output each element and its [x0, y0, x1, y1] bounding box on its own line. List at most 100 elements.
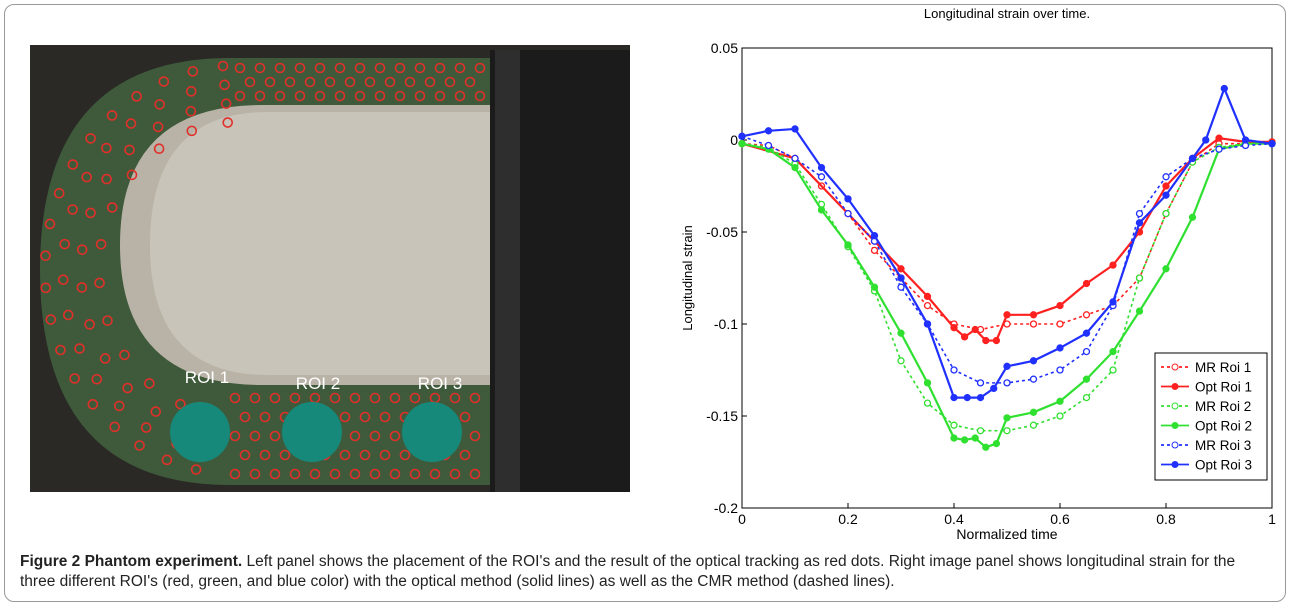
data-point — [1268, 140, 1276, 148]
data-point — [1029, 311, 1038, 319]
data-point — [976, 379, 985, 387]
data-point — [791, 125, 799, 133]
caption-text: Left panel shows the placement of the RO… — [20, 553, 1236, 590]
legend-label: Opt Roi 3 — [1195, 458, 1252, 473]
roi-region — [170, 402, 230, 462]
tracking-dot — [374, 90, 386, 102]
x-axis-label: Normalized time — [956, 526, 1057, 542]
data-point — [1082, 279, 1091, 288]
tracking-dot — [389, 468, 401, 480]
data-point — [1056, 301, 1064, 310]
tracking-dot — [69, 373, 80, 384]
data-point — [1109, 347, 1117, 356]
tracking-dot — [394, 90, 406, 102]
data-point — [1003, 414, 1011, 422]
tracking-dot — [474, 62, 486, 74]
tracking-dot — [45, 314, 57, 325]
tracking-dot — [101, 173, 112, 185]
tracking-dot — [95, 238, 107, 250]
data-point — [1029, 357, 1038, 365]
tracking-dot — [109, 421, 120, 433]
data-point — [1003, 362, 1011, 370]
tracking-dot — [414, 62, 426, 74]
figure-frame — [4, 4, 1286, 602]
data-point — [764, 127, 773, 135]
tracking-dot — [186, 125, 198, 137]
tracking-dot — [289, 392, 301, 404]
tracking-dot — [119, 349, 130, 361]
tracking-dot — [369, 430, 381, 442]
data-point — [923, 320, 932, 328]
data-point — [1082, 347, 1091, 356]
data-point — [817, 163, 826, 172]
tracking-dot — [349, 392, 361, 404]
tracking-dot — [125, 118, 137, 129]
tracking-dot — [324, 76, 336, 88]
tracking-dot — [234, 90, 246, 102]
tracking-dot — [314, 62, 326, 74]
tracking-dot — [249, 430, 261, 442]
data-point — [738, 132, 746, 140]
data-point — [971, 434, 979, 442]
tracking-dot — [269, 392, 281, 404]
tracking-dot — [113, 400, 125, 412]
data-point — [844, 195, 852, 203]
tracking-dot — [259, 411, 271, 423]
data-point — [950, 366, 958, 374]
legend-marker — [1171, 363, 1179, 371]
data-point — [1202, 136, 1210, 144]
data-point — [897, 329, 905, 337]
tracking-dot — [404, 76, 416, 88]
tracking-dot — [384, 76, 396, 88]
tracking-dot — [239, 411, 251, 423]
tracking-dot — [122, 382, 133, 394]
tracking-dot — [55, 344, 66, 356]
roi-region — [282, 402, 342, 462]
tracking-dot — [53, 187, 65, 199]
tracking-dot — [294, 90, 306, 102]
tracking-dot — [269, 430, 281, 442]
data-point — [1162, 209, 1170, 218]
data-point — [817, 173, 826, 181]
data-point — [1215, 145, 1223, 153]
data-point — [1188, 154, 1197, 163]
y-tick-label: -0.05 — [706, 224, 738, 240]
data-point — [923, 292, 932, 301]
legend-marker — [1171, 422, 1179, 429]
tracking-dot — [85, 133, 96, 144]
data-point — [950, 324, 958, 332]
x-tick-label: 0.8 — [1156, 511, 1176, 527]
tracking-dot — [429, 468, 441, 480]
y-tick-label: -0.1 — [714, 316, 738, 332]
data-point — [950, 434, 958, 442]
tracking-dot — [244, 76, 256, 88]
chart-title: Longitudinal strain over time. — [924, 6, 1090, 21]
tracking-dot — [84, 319, 95, 330]
tracking-dot — [359, 449, 371, 461]
tracking-dot — [469, 430, 481, 442]
legend-label: MR Roi 2 — [1195, 399, 1251, 414]
data-point — [1056, 412, 1064, 420]
y-tick-label: 0 — [730, 132, 738, 148]
tracking-dot — [344, 76, 356, 88]
data-point — [870, 246, 879, 255]
tracking-dot — [254, 62, 266, 74]
data-point — [950, 393, 958, 402]
tracking-dot — [126, 169, 138, 181]
y-axis-label: Longitudinal strain — [680, 225, 695, 331]
tracking-dot — [87, 399, 99, 410]
tracking-dot — [106, 202, 118, 213]
tracking-dot — [57, 274, 69, 286]
tracking-dot — [229, 392, 241, 404]
tracking-dot — [67, 159, 79, 170]
data-point — [1082, 311, 1091, 319]
data-point — [764, 141, 773, 150]
tracking-dot — [469, 468, 481, 480]
data-point — [1056, 344, 1064, 352]
tracking-dot — [434, 62, 446, 74]
roi-label: ROI 3 — [418, 374, 462, 393]
data-point — [1082, 329, 1091, 337]
data-point — [976, 427, 985, 435]
data-point — [1109, 366, 1117, 374]
tracking-dot — [154, 99, 165, 110]
